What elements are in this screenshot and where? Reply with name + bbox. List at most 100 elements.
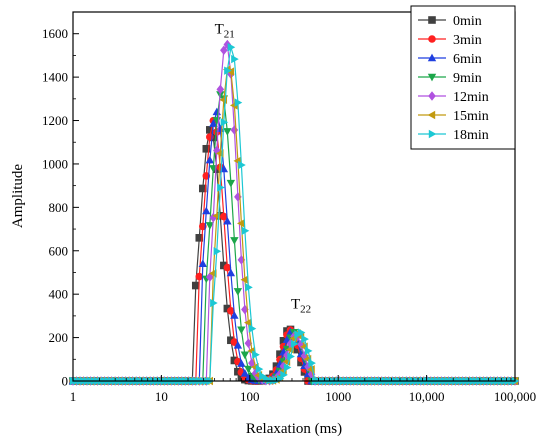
data-point	[223, 263, 232, 272]
peak-label-T21: T21	[215, 22, 235, 41]
data-point	[241, 226, 250, 236]
data-point	[209, 212, 218, 223]
data-point	[220, 212, 228, 221]
legend-label: 15min	[453, 109, 489, 124]
data-point	[223, 304, 232, 313]
data-point	[287, 352, 295, 361]
data-point	[304, 361, 312, 372]
data-point	[206, 126, 214, 134]
data-point	[230, 311, 239, 319]
data-point	[244, 365, 253, 374]
data-point	[255, 364, 264, 374]
data-point	[210, 298, 218, 308]
data-point	[226, 268, 236, 277]
data-point	[244, 338, 253, 349]
data-point	[280, 370, 288, 380]
data-point	[233, 341, 243, 349]
data-point	[202, 206, 211, 215]
y-tick-label: 1200	[42, 113, 68, 128]
data-point	[300, 351, 309, 361]
y-axis: 0 200 400 600 800 1000 1200 1400 1600	[42, 26, 79, 389]
data-point	[428, 35, 436, 43]
data-point	[297, 328, 306, 337]
data-point	[213, 165, 221, 173]
y-tick-label: 0	[62, 374, 69, 389]
data-point	[297, 358, 305, 367]
data-point	[283, 363, 292, 372]
legend-item: 9min	[418, 71, 482, 86]
data-point	[290, 339, 299, 349]
data-point	[308, 358, 316, 368]
data-point	[240, 369, 250, 377]
data-point	[236, 219, 245, 228]
legend-item: 15min	[418, 109, 489, 124]
data-point	[301, 334, 309, 344]
data-point	[223, 128, 232, 136]
data-point	[220, 45, 228, 56]
data-point	[248, 324, 257, 333]
data-point	[279, 337, 288, 345]
data-point	[297, 339, 305, 350]
legend-item: 18min	[418, 128, 489, 143]
data-point	[427, 73, 437, 82]
legend-item: 3min	[418, 33, 482, 48]
legend-label: 9min	[453, 71, 482, 86]
data-point	[220, 261, 228, 270]
data-point	[283, 350, 291, 360]
data-point	[304, 346, 313, 356]
x-tick-label: 1000	[325, 389, 351, 404]
legend-item: 0min	[418, 14, 482, 29]
data-point	[248, 358, 256, 368]
data-point	[202, 144, 211, 153]
data-point	[230, 237, 239, 245]
data-point	[279, 361, 288, 371]
x-axis: 1 10 100 1000 10,000 100,000	[70, 375, 536, 404]
y-tick-label: 800	[49, 200, 69, 215]
data-point	[240, 275, 249, 284]
data-point	[230, 125, 239, 135]
legend-label: 0min	[453, 14, 482, 29]
legend-label: 6min	[453, 52, 482, 67]
data-point	[191, 281, 200, 290]
x-tick-label: 10	[155, 389, 168, 404]
annotations: T21 T22	[215, 22, 312, 316]
data-point	[209, 119, 218, 127]
data-point	[195, 234, 204, 242]
legend-label: 3min	[453, 33, 482, 48]
data-point	[213, 247, 222, 256]
legend-item: 12min	[418, 90, 489, 105]
data-point	[307, 369, 316, 380]
y-tick-label: 1400	[42, 70, 68, 85]
y-tick-label: 200	[49, 330, 69, 345]
data-point	[243, 318, 252, 327]
data-point	[220, 118, 229, 127]
x-tick-label: 1	[70, 389, 77, 404]
data-point	[227, 43, 236, 52]
y-tick-label: 400	[49, 287, 69, 302]
data-point	[213, 145, 221, 156]
data-point	[252, 350, 260, 359]
data-point	[231, 54, 239, 64]
data-point	[217, 183, 225, 192]
data-point	[428, 91, 436, 101]
data-point	[272, 362, 281, 370]
data-point	[223, 216, 232, 225]
data-point	[251, 368, 260, 379]
legend-item: 6min	[418, 52, 482, 67]
data-point	[205, 155, 215, 164]
data-point	[245, 283, 253, 292]
data-point	[224, 66, 232, 75]
x-tick-label: 100,000	[494, 389, 536, 404]
y-tick-label: 600	[49, 243, 69, 258]
data-point	[216, 84, 225, 95]
data-point	[238, 160, 246, 170]
x-tick-label: 10,000	[409, 389, 445, 404]
data-point	[237, 326, 246, 335]
x-axis-title: Relaxation (ms)	[246, 421, 342, 437]
data-point	[227, 336, 235, 345]
data-point	[237, 359, 246, 367]
data-point	[233, 288, 243, 296]
data-point	[234, 98, 243, 107]
legend: 0min 3min 6min 9min 12min 15min 18min	[410, 5, 516, 150]
